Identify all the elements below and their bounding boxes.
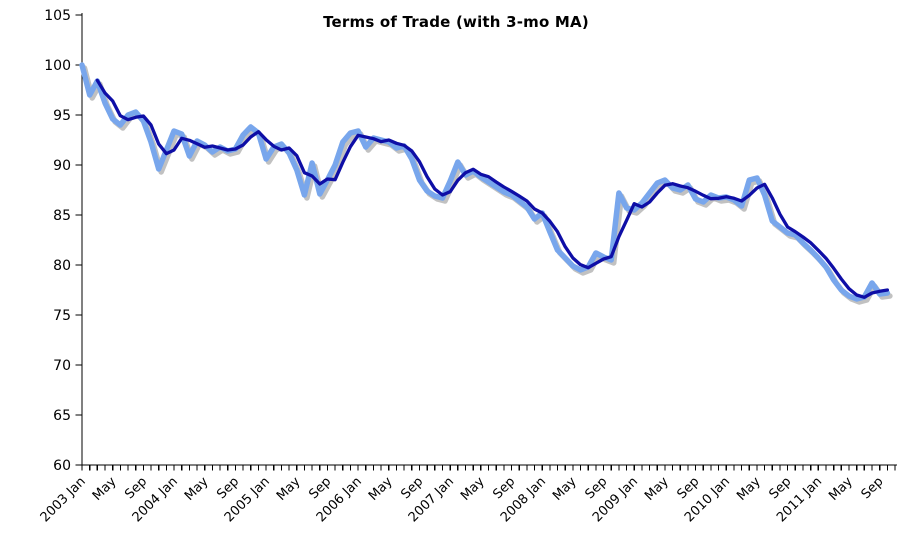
x-tick-label: May bbox=[90, 474, 120, 504]
y-tick-label: 75 bbox=[53, 308, 71, 324]
y-tick-label: 65 bbox=[53, 408, 71, 424]
x-tick-label: May bbox=[826, 474, 856, 504]
axes bbox=[81, 13, 897, 466]
terms-of-trade-line-shadow bbox=[81, 65, 893, 305]
x-tick-label: 2003 Jan bbox=[38, 474, 89, 525]
x-tick-label: May bbox=[642, 474, 672, 504]
y-tick-label: 90 bbox=[53, 158, 71, 174]
y-tick-label: 105 bbox=[44, 8, 71, 24]
chart-title: Terms of Trade (with 3-mo MA) bbox=[323, 13, 589, 31]
y-tick-label: 80 bbox=[53, 258, 71, 274]
terms-of-trade-line bbox=[79, 62, 891, 302]
y-tick-label: 60 bbox=[53, 458, 71, 474]
x-tick-label: May bbox=[550, 474, 580, 504]
y-tick-label: 70 bbox=[53, 358, 71, 374]
x-tick-label: May bbox=[274, 474, 304, 504]
moving-average-line bbox=[95, 78, 890, 299]
x-tick-label: May bbox=[734, 474, 764, 504]
y-tick-labels: 60 65 70 75 80 85 90 95 100 105 bbox=[44, 8, 71, 474]
x-ticks bbox=[81, 465, 896, 471]
x-tick-label: Sep bbox=[859, 474, 887, 502]
x-tick-label: May bbox=[182, 474, 212, 504]
y-tick-label: 95 bbox=[53, 108, 71, 124]
x-tick-label: May bbox=[458, 474, 488, 504]
y-ticks bbox=[75, 14, 82, 466]
y-tick-label: 100 bbox=[44, 58, 71, 74]
y-tick-label: 85 bbox=[53, 208, 71, 224]
line-shadow-layer bbox=[81, 65, 893, 305]
x-tick-label: May bbox=[366, 474, 396, 504]
